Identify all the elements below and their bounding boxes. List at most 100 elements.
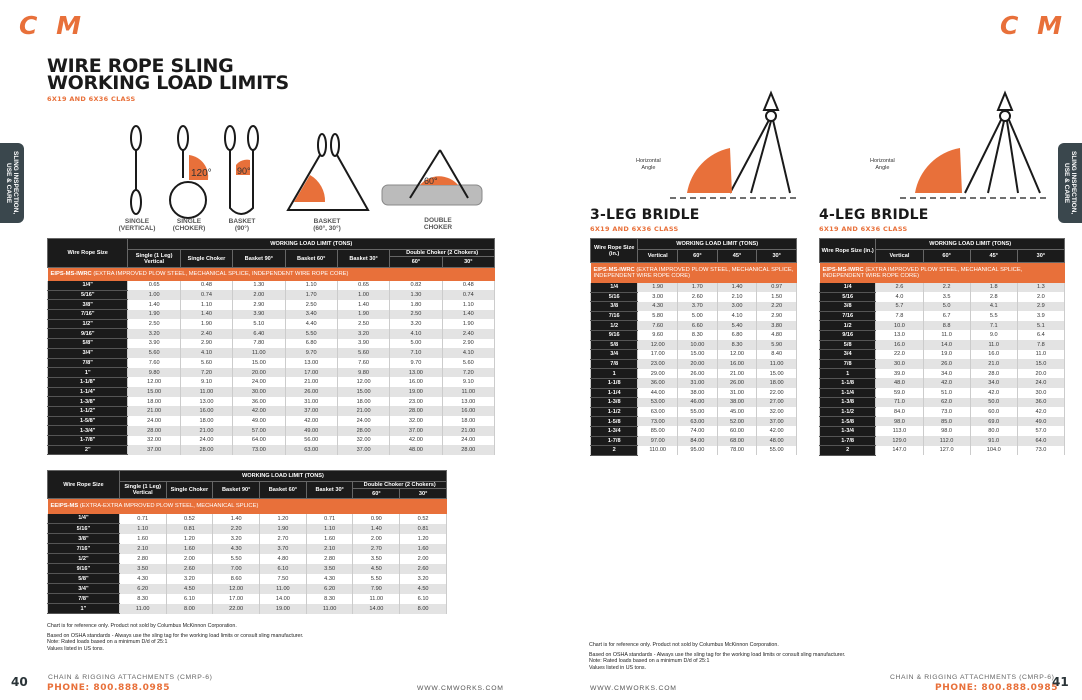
- load-value-cell: 2.50: [284, 299, 338, 310]
- rope-size-cell: 1-3/8: [818, 397, 877, 408]
- load-value-cell: 112.0: [922, 436, 971, 446]
- load-value-cell: 15.00: [677, 349, 718, 360]
- load-value-cell: 2.9: [1016, 301, 1066, 312]
- table-row: 5/8 12.00 10.00 8.30 5.90: [589, 340, 797, 351]
- load-value-cell: 85.0: [922, 416, 971, 427]
- load-value-cell: 46.00: [677, 397, 718, 408]
- size-column-header: Wire Rope Size: [46, 238, 129, 268]
- table-row: 7/16" 1.90 1.40 3.90 3.40 1.90 2.50 1.40: [46, 309, 496, 320]
- load-value-cell: 21.00: [441, 425, 496, 436]
- load-value-cell: 26.00: [677, 368, 718, 379]
- load-value-cell: 0.74: [179, 290, 234, 300]
- load-value-cell: 91.0: [969, 436, 1018, 446]
- column-header: Single (1 Leg) Vertical: [127, 249, 181, 268]
- load-value-cell: 9.10: [441, 377, 496, 388]
- table-row: 1/4" 0.65 0.48 1.30 1.10 0.65 0.82 0.48: [46, 280, 496, 291]
- load-value-cell: 24.00: [179, 435, 234, 446]
- rope-size-cell: 5/16: [818, 292, 877, 303]
- material-description: (EXTRA-EXTRA IMPROVED PLOW STEEL, MECHAN…: [79, 503, 259, 510]
- load-value-cell: 3.70: [677, 301, 718, 312]
- load-value-cell: 14.0: [922, 340, 971, 350]
- load-value-cell: 20.00: [677, 359, 718, 369]
- table-row: 1 29.00 26.00 21.00 15.00: [589, 368, 797, 379]
- load-value-cell: 21.00: [179, 425, 234, 436]
- load-value-cell: 48.00: [389, 445, 443, 455]
- load-value-cell: 2.80: [118, 553, 167, 564]
- load-value-cell: 55.00: [677, 407, 718, 417]
- load-value-cell: 69.0: [969, 416, 1018, 427]
- load-value-cell: 1.40: [212, 513, 261, 524]
- load-value-cell: 3.50: [352, 553, 401, 564]
- load-value-cell: 3.90: [336, 338, 391, 349]
- load-value-cell: 4.30: [118, 573, 167, 584]
- load-value-cell: 8.00: [399, 603, 447, 614]
- diagram-label: BASKET (60°, 30°): [313, 218, 341, 232]
- table-row: 1-3/8 53.00 46.00 38.00 27.00: [589, 397, 797, 408]
- table-row: 1" 11.00 8.00 22.00 19.00 11.00 14.00 8.00: [47, 603, 447, 614]
- load-value-cell: 98.0: [922, 426, 971, 436]
- rope-size-cell: 1-7/8: [818, 436, 877, 447]
- load-value-cell: 5.00: [389, 338, 443, 349]
- load-value-cell: 11.00: [352, 593, 401, 604]
- load-value-cell: 57.00: [232, 425, 286, 436]
- website-link[interactable]: WWW.CMWORKS.COM: [590, 685, 677, 692]
- rope-size-cell: 1-5/8": [46, 416, 129, 427]
- load-value-cell: 4.50: [165, 583, 214, 594]
- load-value-cell: 10.00: [677, 340, 718, 350]
- rope-size-cell: 1-1/2: [818, 407, 877, 418]
- load-value-cell: 1.40: [179, 309, 234, 320]
- load-value-cell: 78.00: [716, 445, 758, 456]
- load-value-cell: 12.00: [127, 377, 181, 388]
- load-value-cell: 1.20: [399, 533, 447, 544]
- load-value-cell: 13.00: [389, 367, 443, 378]
- load-value-cell: 16.00: [179, 406, 234, 417]
- rope-size-cell: 3/8: [589, 301, 639, 312]
- load-value-cell: 19.0: [922, 349, 971, 360]
- load-value-cell: 31.00: [716, 388, 758, 398]
- rope-size-cell: 1-3/4: [589, 426, 639, 437]
- load-value-cell: 30.0: [875, 359, 924, 369]
- rope-size-cell: 5/8: [818, 340, 877, 351]
- load-value-cell: 3.90: [127, 338, 181, 349]
- load-value-cell: 3.80: [756, 320, 797, 331]
- rope-size-cell: 1-1/2": [46, 406, 129, 417]
- table-row: 7/8" 8.30 6.10 17.00 14.00 8.30 11.00 6.10: [47, 593, 447, 604]
- column-header: Single Choker: [165, 481, 214, 499]
- rope-size-cell: 1": [47, 603, 120, 614]
- catalog-name: CHAIN & RIGGING ATTACHMENTS (CMRP-6): [890, 674, 1055, 681]
- rope-size-cell: 9/16: [818, 330, 877, 341]
- size-column-header: Wire Rope Size: [47, 470, 120, 499]
- load-value-cell: 50.0: [969, 397, 1018, 408]
- side-tab-right[interactable]: SLING INSPECTION, USE & CARE: [1058, 143, 1082, 223]
- load-value-cell: 4.10: [179, 348, 234, 358]
- table-row: 1-1/8 36.00 31.00 26.00 18.00: [589, 378, 797, 389]
- load-value-cell: 8.40: [756, 349, 797, 360]
- column-header: Single Choker: [179, 249, 234, 268]
- table-row: 1-1/4" 15.00 11.00 30.00 26.00 15.00 19.00 11.0…: [46, 387, 496, 398]
- load-value-cell: 6.10: [399, 593, 447, 604]
- load-value-cell: 28.00: [441, 445, 496, 455]
- rope-size-cell: 3/4: [818, 349, 877, 360]
- load-value-cell: 1.8: [969, 282, 1018, 293]
- load-value-cell: 17.00: [212, 593, 261, 604]
- load-value-cell: 1.10: [305, 523, 354, 534]
- rope-size-cell: 1: [818, 368, 877, 379]
- side-tab-left[interactable]: SLING INSPECTION, USE & CARE: [0, 143, 24, 223]
- column-header: 30°: [399, 488, 447, 499]
- load-value-cell: 15.00: [127, 387, 181, 397]
- column-header: 60°: [677, 249, 718, 263]
- load-value-cell: 56.00: [284, 435, 338, 446]
- load-value-cell: 42.0: [922, 378, 971, 389]
- load-value-cell: 16.0: [969, 349, 1018, 360]
- load-value-cell: 2.90: [756, 311, 797, 321]
- rope-size-cell: 2: [818, 445, 877, 456]
- load-value-cell: 7.8: [875, 311, 924, 321]
- website-link[interactable]: WWW.CMWORKS.COM: [417, 685, 504, 692]
- load-value-cell: 23.00: [637, 359, 679, 369]
- load-value-cell: 64.0: [1016, 436, 1066, 446]
- load-value-cell: 39.0: [875, 368, 924, 379]
- load-value-cell: 1.90: [259, 523, 307, 534]
- load-value-cell: 6.80: [716, 330, 758, 341]
- rope-size-cell: 7/16: [589, 311, 639, 322]
- load-value-cell: 7.80: [232, 338, 286, 349]
